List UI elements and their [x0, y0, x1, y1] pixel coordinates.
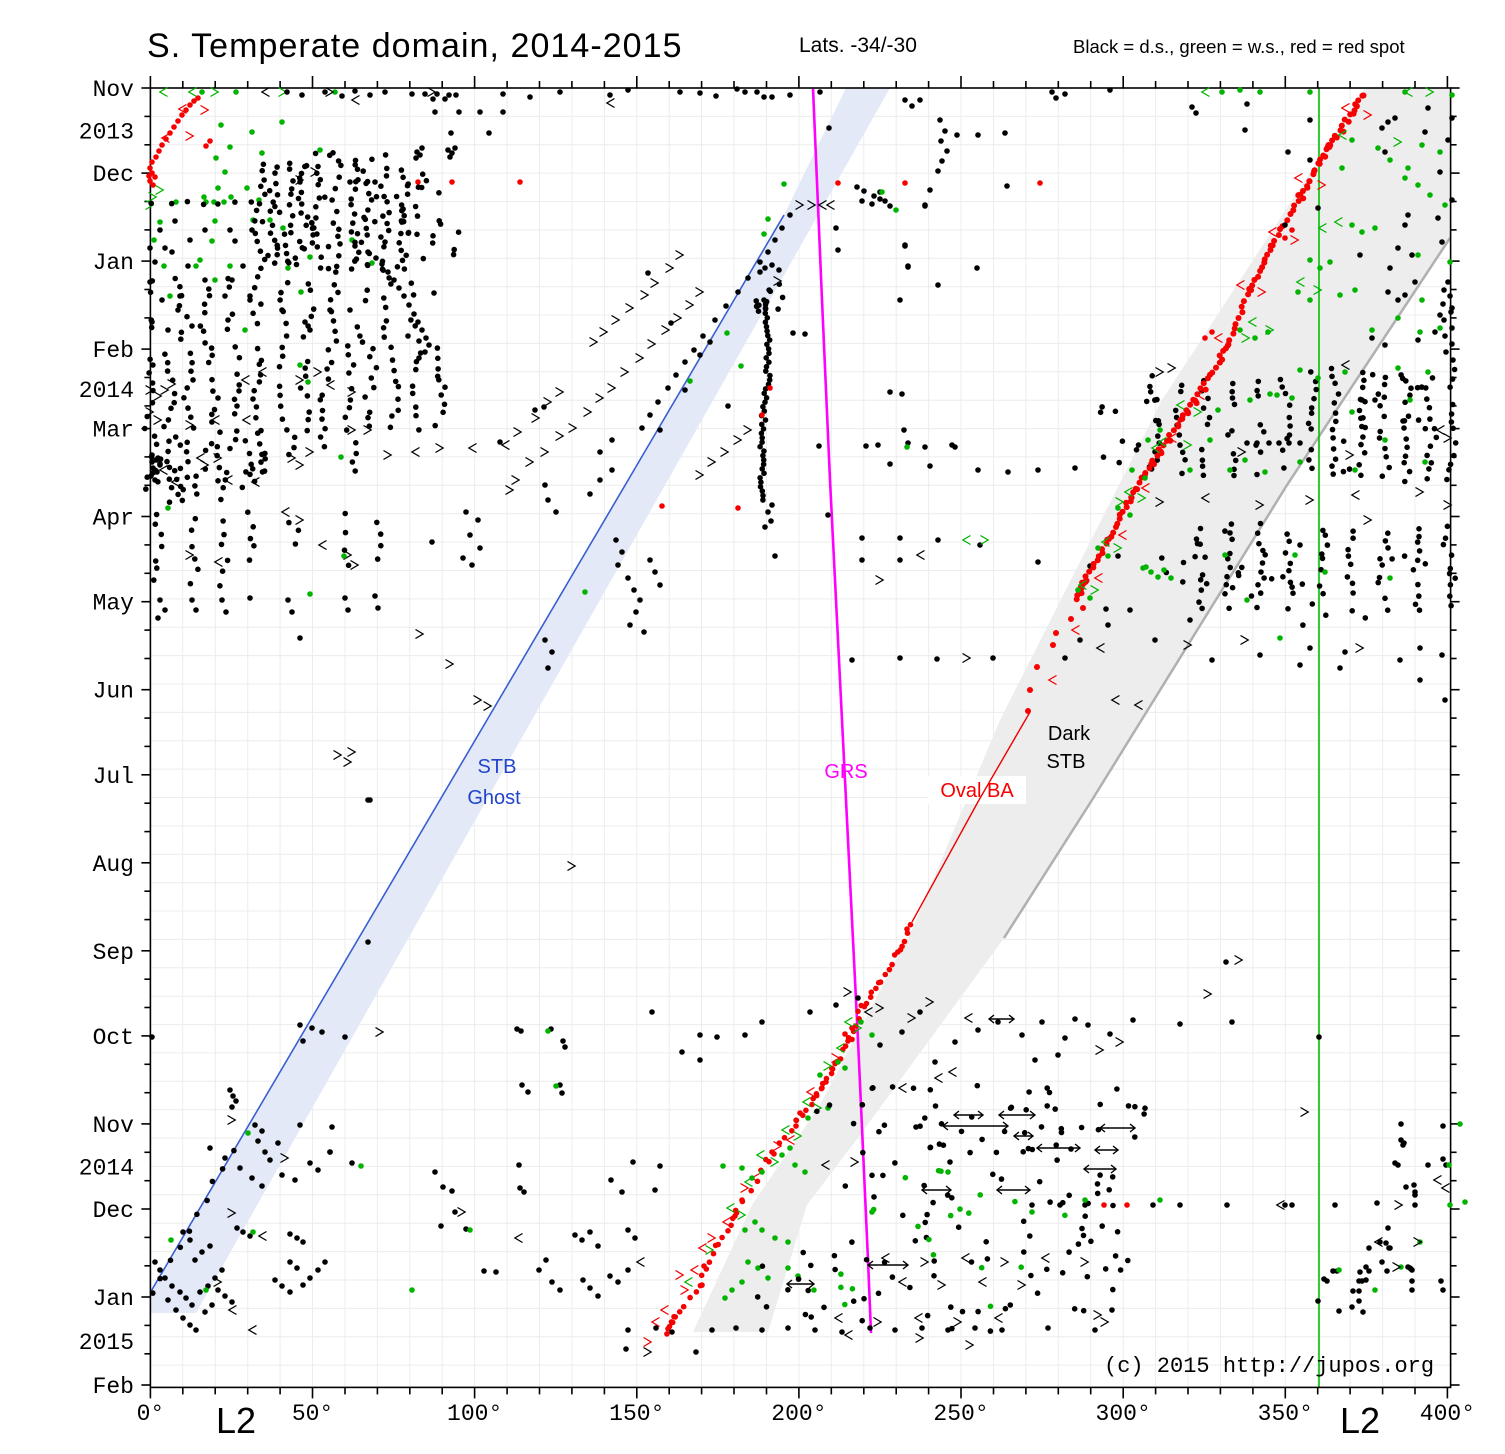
svg-text:Oval BA: Oval BA	[940, 780, 1014, 802]
svg-text:Oct: Oct	[93, 1025, 134, 1051]
svg-text:Dec: Dec	[93, 162, 134, 188]
svg-text:Apr: Apr	[93, 506, 134, 532]
svg-text:Jul: Jul	[93, 764, 134, 790]
svg-text:2013: 2013	[79, 120, 134, 146]
svg-text:2014: 2014	[79, 1155, 134, 1181]
svg-text:Feb: Feb	[93, 1374, 134, 1400]
svg-text:Feb: Feb	[93, 338, 134, 364]
svg-text:Nov: Nov	[93, 77, 135, 103]
svg-text:50°: 50°	[292, 1401, 333, 1427]
svg-text:Ghost: Ghost	[467, 787, 521, 809]
svg-text:S. Temperate domain, 2014-2015: S. Temperate domain, 2014-2015	[147, 27, 683, 65]
svg-text:May: May	[93, 591, 135, 617]
svg-text:Mar: Mar	[93, 418, 134, 444]
svg-text:Jan: Jan	[93, 250, 134, 276]
svg-text:Jun: Jun	[93, 679, 134, 705]
svg-text:Sep: Sep	[93, 940, 134, 966]
svg-text:STB: STB	[1047, 751, 1086, 773]
svg-text:400°: 400°	[1420, 1401, 1475, 1427]
svg-text:Lats. -34/-30: Lats. -34/-30	[799, 34, 917, 57]
svg-text:150°: 150°	[609, 1401, 664, 1427]
svg-text:Nov: Nov	[93, 1113, 135, 1139]
svg-text:200°: 200°	[771, 1401, 826, 1427]
svg-text:350°: 350°	[1258, 1401, 1313, 1427]
svg-text:L2: L2	[216, 1400, 256, 1441]
svg-text:Dark: Dark	[1048, 723, 1091, 745]
svg-text:Aug: Aug	[93, 852, 134, 878]
svg-text:2014: 2014	[79, 378, 134, 404]
svg-text:250°: 250°	[933, 1401, 988, 1427]
svg-text:Jan: Jan	[93, 1286, 134, 1312]
svg-text:100°: 100°	[447, 1401, 502, 1427]
svg-text:300°: 300°	[1096, 1401, 1151, 1427]
svg-text:2015: 2015	[79, 1330, 134, 1356]
svg-text:0°: 0°	[137, 1401, 165, 1427]
svg-text:Black = d.s., green = w.s., re: Black = d.s., green = w.s., red = red sp…	[1073, 36, 1405, 57]
svg-text:Dec: Dec	[93, 1198, 134, 1224]
svg-text:(c) 2015 http://jupos.org: (c) 2015 http://jupos.org	[1104, 1354, 1434, 1379]
svg-text:GRS: GRS	[824, 761, 867, 783]
svg-text:STB: STB	[478, 756, 517, 778]
svg-text:L2: L2	[1340, 1400, 1380, 1441]
